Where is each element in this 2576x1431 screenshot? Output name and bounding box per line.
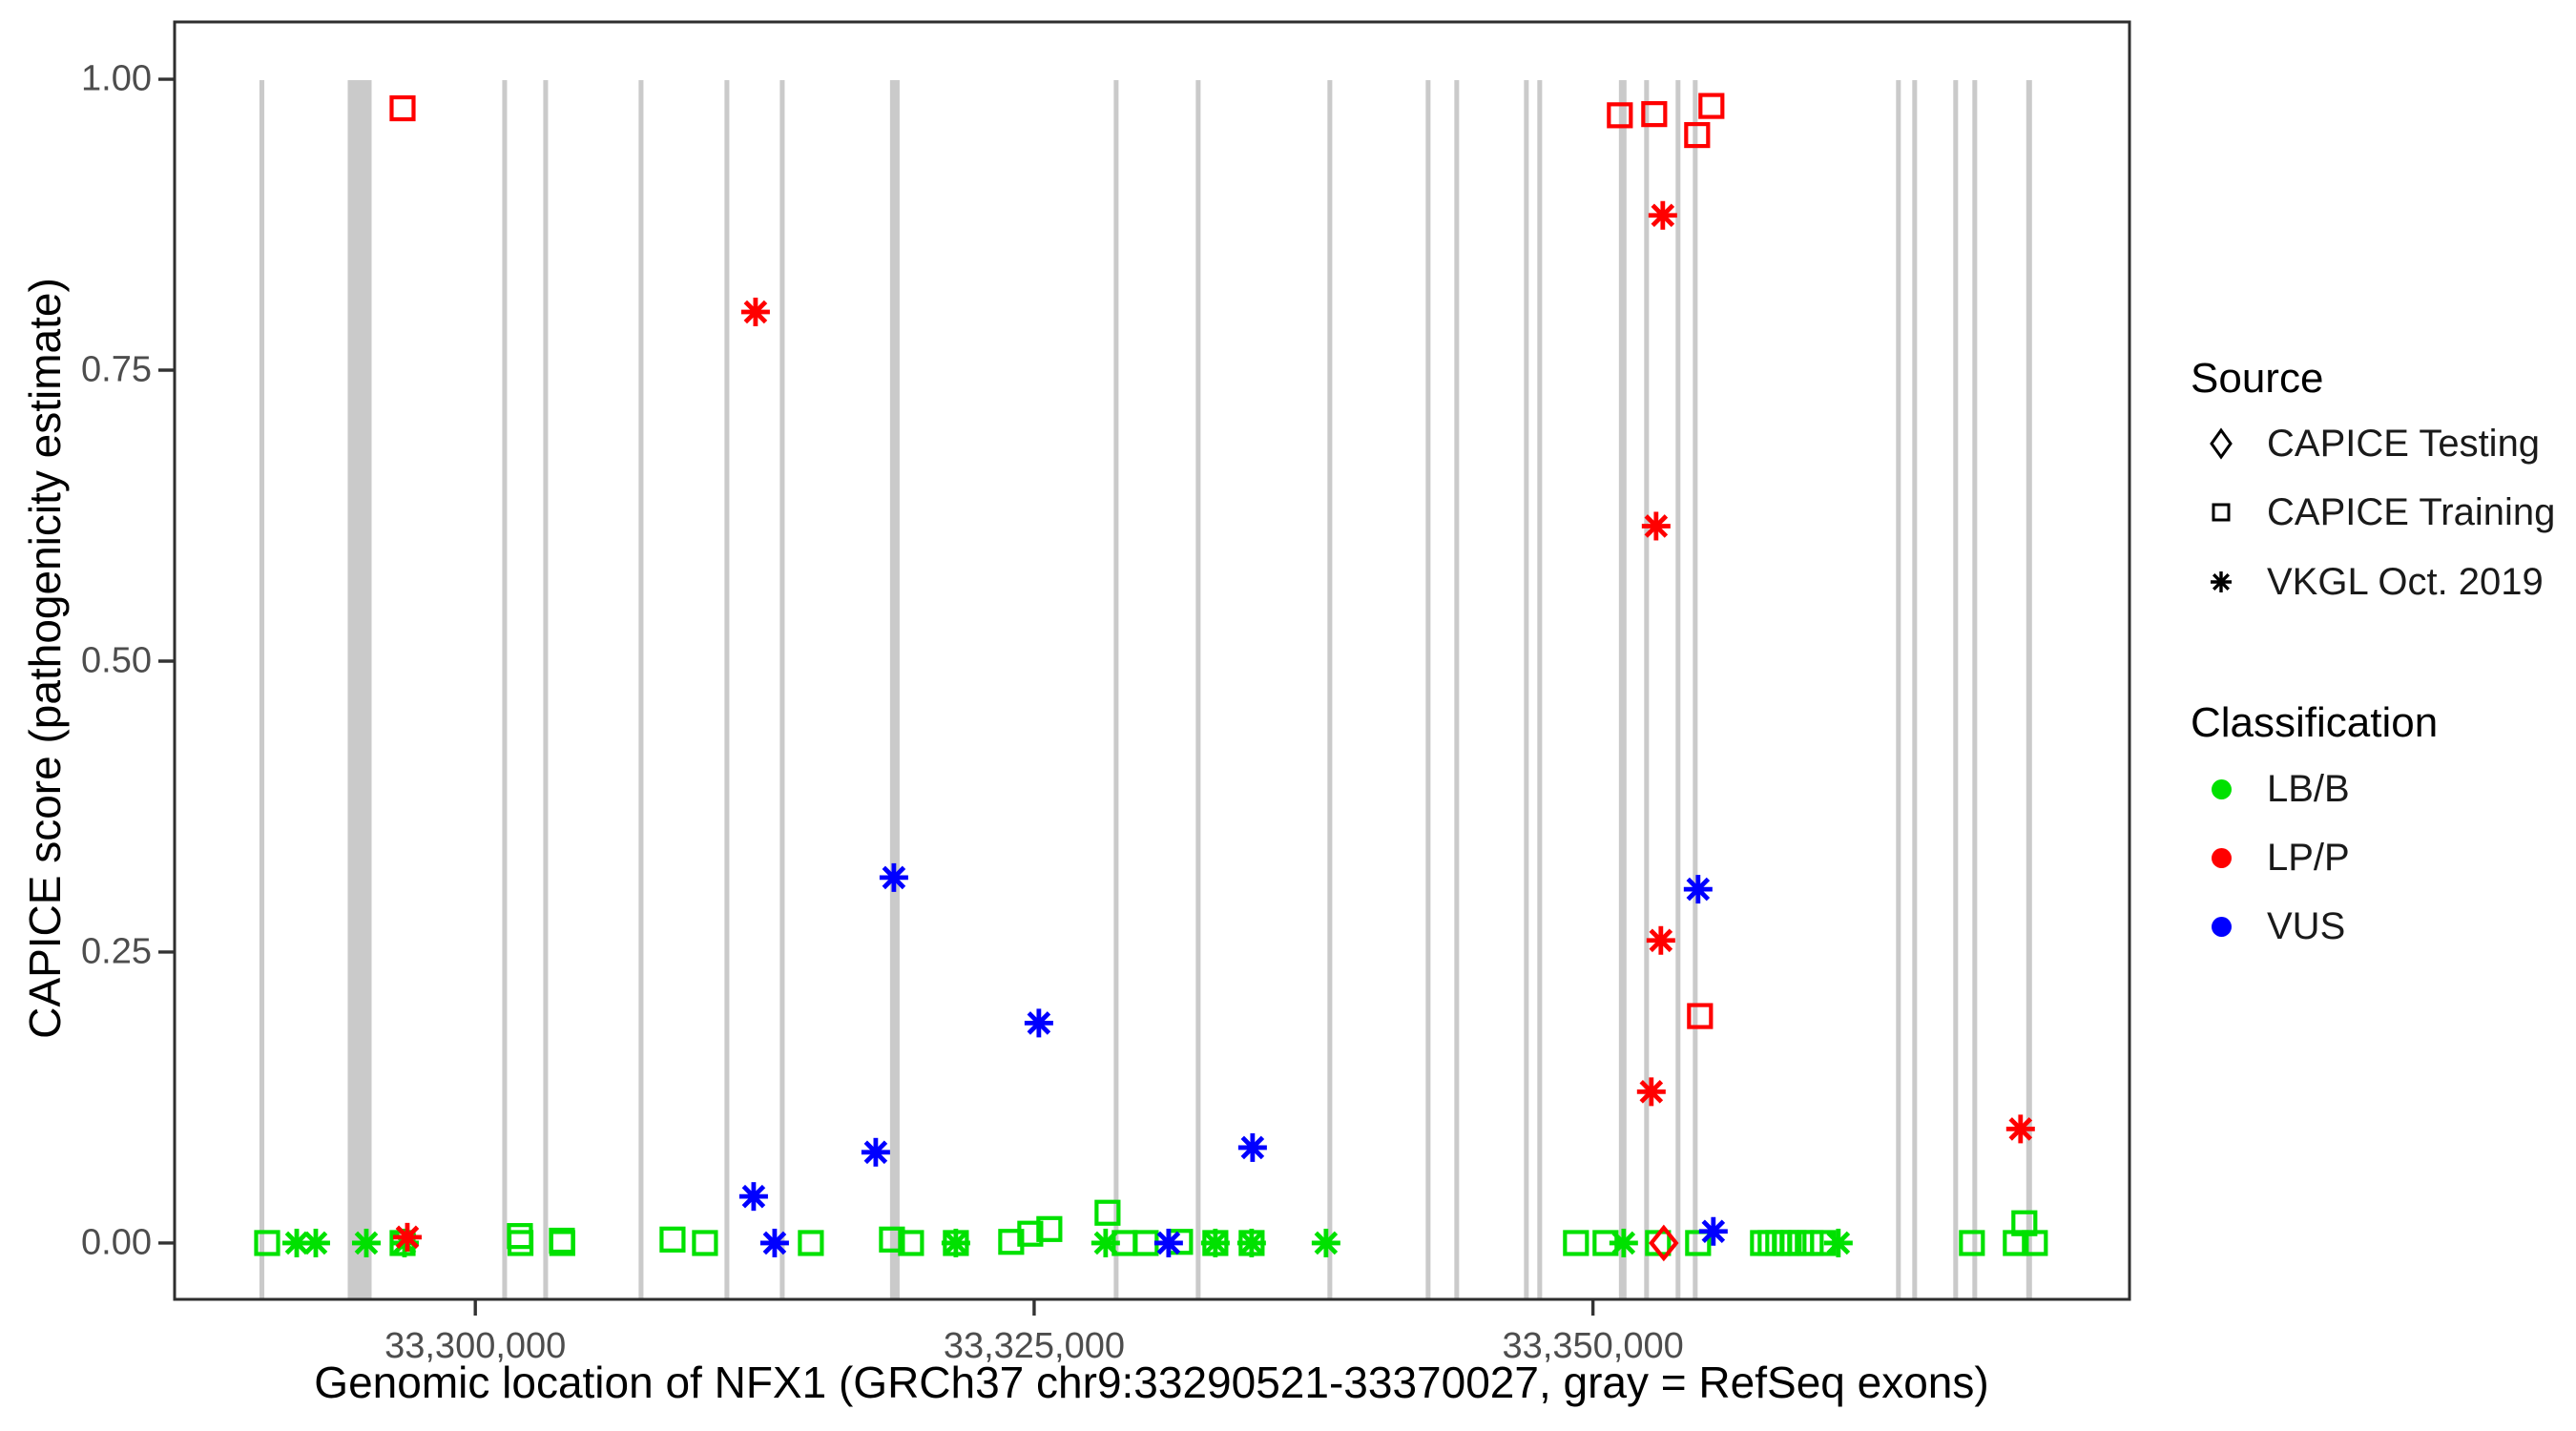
diamond-icon	[2198, 421, 2244, 467]
x-tick-label: 33,300,000	[384, 1326, 567, 1366]
blue-dot-icon	[2198, 903, 2244, 949]
x-tick-label: 33,350,000	[1502, 1326, 1684, 1366]
square-icon	[2198, 489, 2244, 535]
x-axis-title: Genomic location of NFX1 (GRCh37 chr9:33…	[314, 1358, 1989, 1407]
legend-item-capice-training: CAPICE Training	[2198, 489, 2555, 535]
y-tick-label: 0.25	[81, 931, 152, 972]
legend-item-label: CAPICE Training	[2267, 490, 2556, 533]
legend-item-label: LP/P	[2267, 836, 2350, 879]
legend-item-vkgl: VKGL Oct. 2019	[2198, 559, 2544, 605]
y-tick-label: 0.00	[81, 1222, 152, 1263]
y-tick-label: 0.50	[81, 640, 152, 681]
legend-classification-title: Classification	[2191, 699, 2439, 746]
legend-item-vus: VUS	[2198, 903, 2345, 949]
legend-item-lpp: LP/P	[2198, 835, 2350, 881]
legend-item-label: VKGL Oct. 2019	[2267, 560, 2544, 603]
x-tick-label: 33,325,000	[943, 1326, 1126, 1366]
y-axis-title: CAPICE score (pathogenicity estimate)	[20, 278, 70, 1039]
green-dot-icon	[2198, 766, 2244, 812]
legend-item-capice-testing: CAPICE Testing	[2198, 421, 2540, 467]
legend-source-title: Source	[2191, 355, 2324, 402]
y-tick-label: 0.75	[81, 349, 152, 390]
legend-item-lbb: LB/B	[2198, 766, 2350, 812]
red-dot-icon	[2198, 835, 2244, 881]
legend-item-label: VUS	[2267, 904, 2346, 947]
legend-item-label: CAPICE Testing	[2267, 422, 2541, 465]
y-tick-label: 1.00	[81, 58, 152, 99]
legend-item-label: LB/B	[2267, 767, 2350, 810]
asterisk-icon	[2198, 559, 2244, 605]
